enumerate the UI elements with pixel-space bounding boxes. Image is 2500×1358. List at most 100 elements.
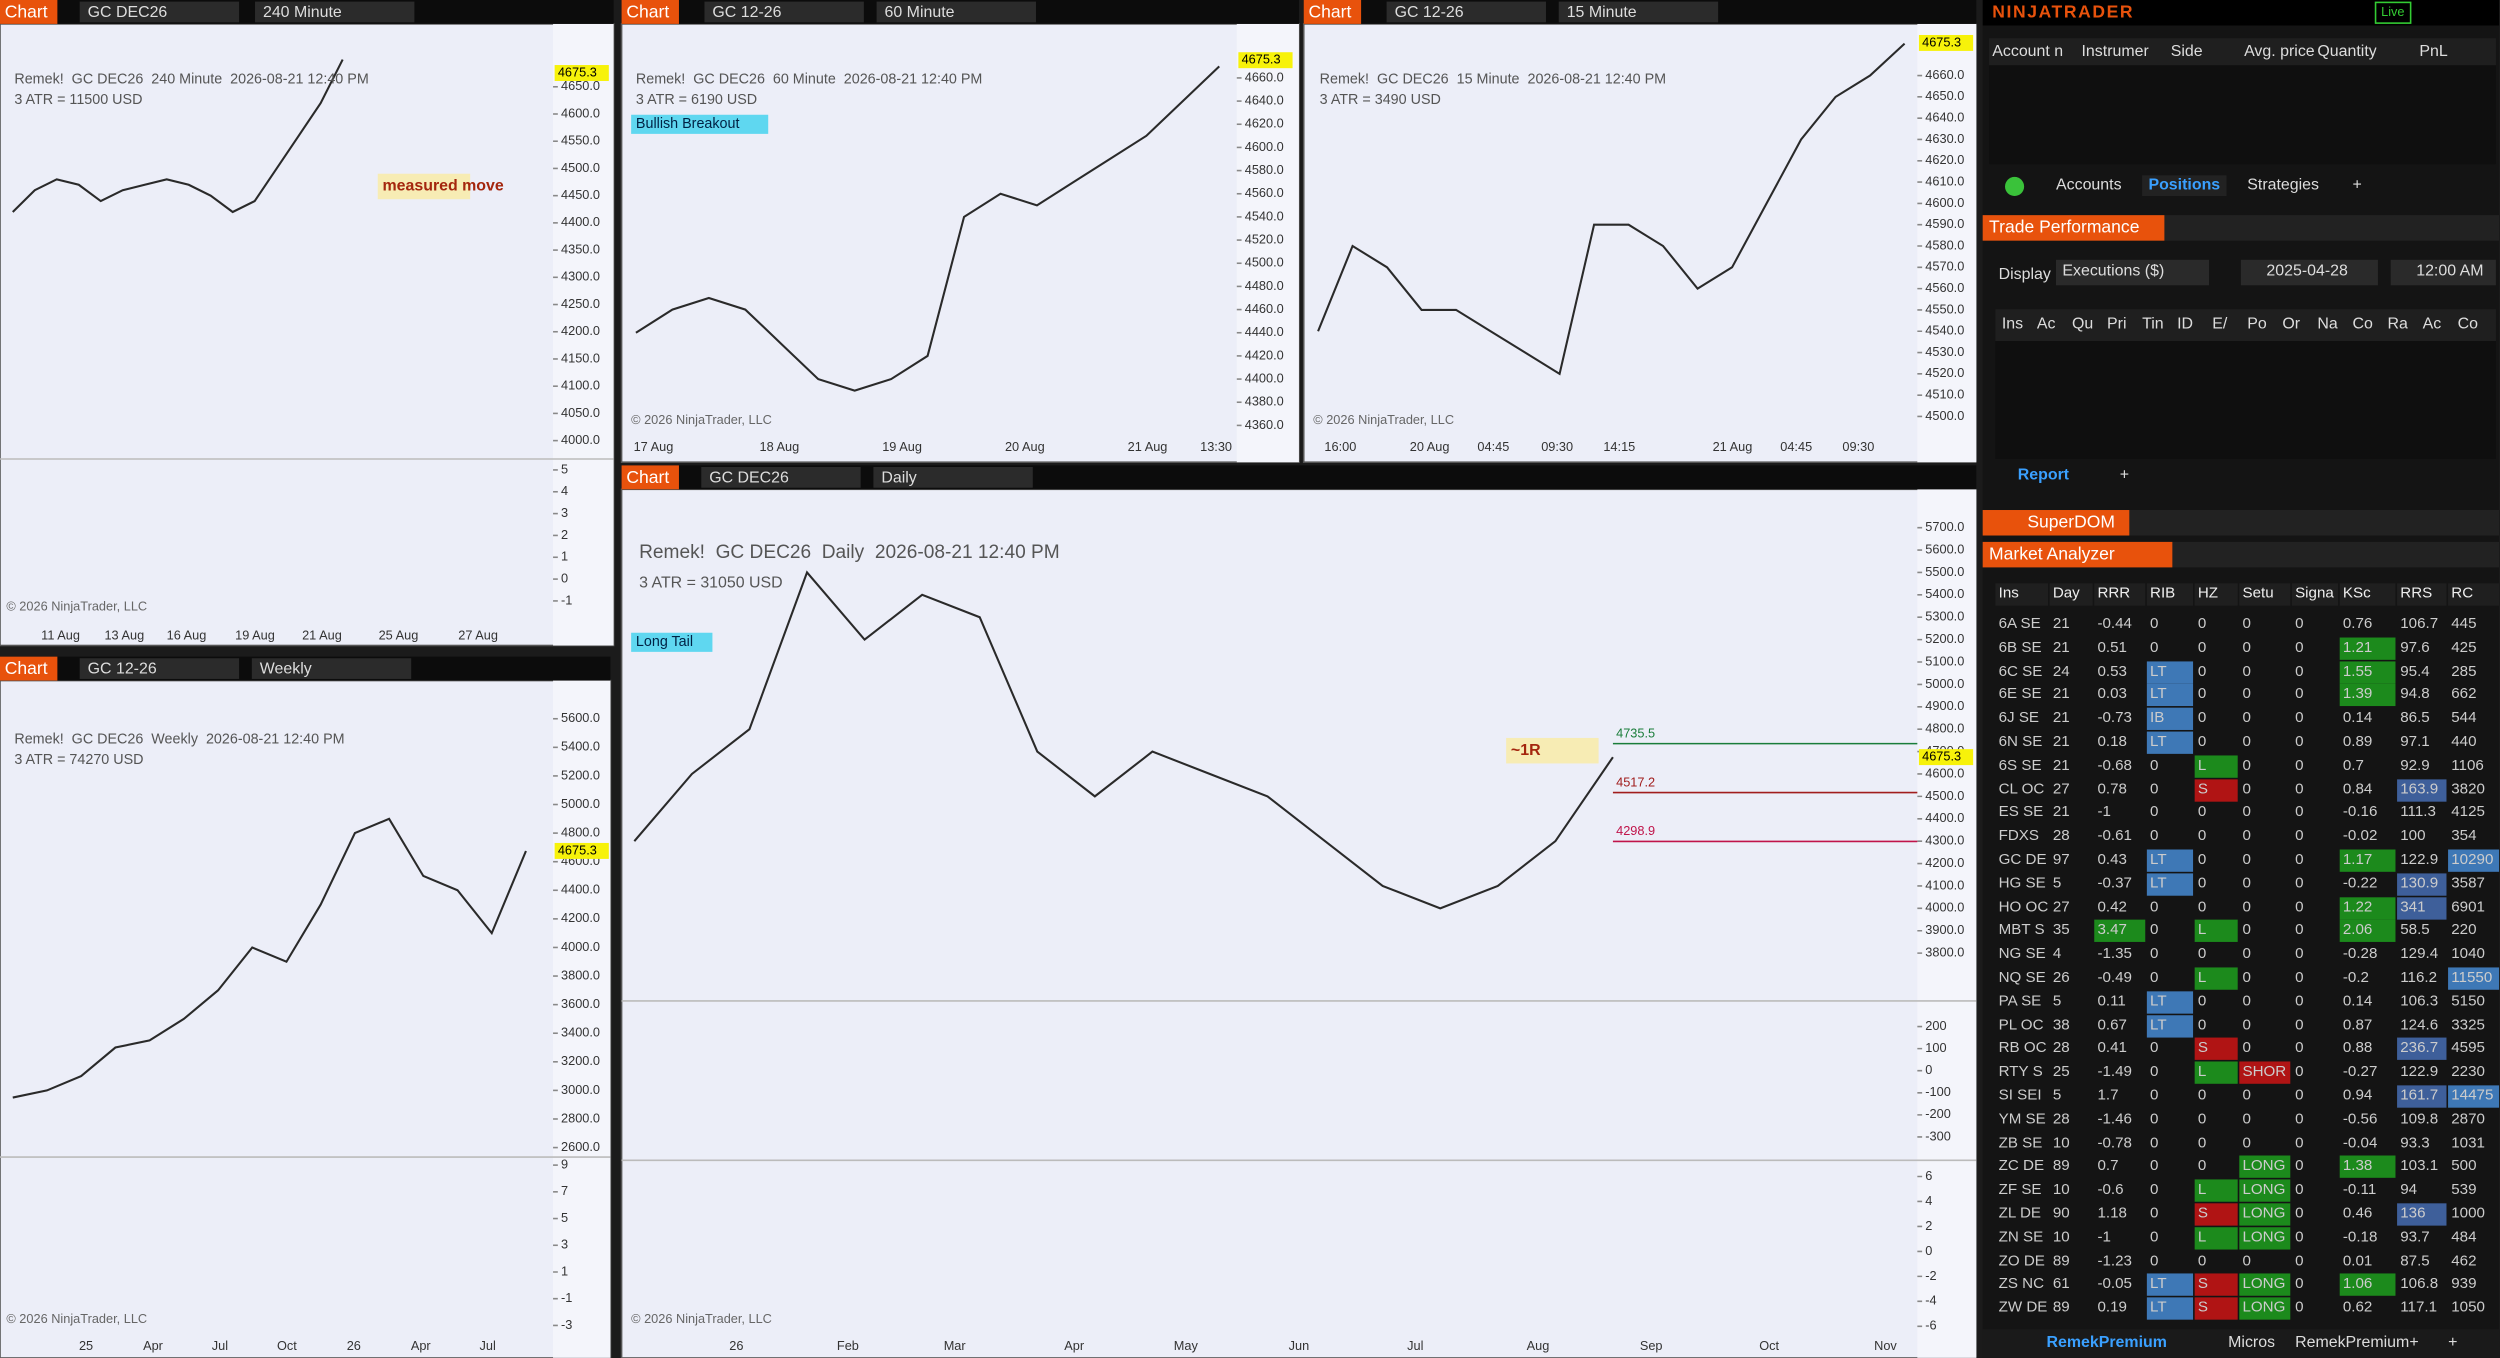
- y-tick-label: 5: [561, 461, 568, 476]
- tab[interactable]: +: [2352, 176, 2362, 195]
- tab[interactable]: Micros: [2228, 1334, 2276, 1352]
- table-cell: 0: [2150, 803, 2159, 822]
- interval: 15 Minute: [1567, 4, 1637, 21]
- column-header: Avg. price: [2244, 43, 2315, 61]
- table-cell: RB OC: [1998, 1039, 2047, 1058]
- table-cell: -0.56: [2342, 1110, 2378, 1129]
- tab[interactable]: Report: [2017, 466, 2070, 485]
- table-cell: L: [2194, 1179, 2238, 1203]
- tab[interactable]: Positions: [2142, 175, 2227, 197]
- table-cell: 2230: [2451, 1063, 2485, 1081]
- table-cell: 6901: [2451, 898, 2485, 916]
- table-cell: 130.9: [2397, 873, 2447, 896]
- live-badge[interactable]: Live: [2374, 1, 2411, 24]
- instrument-dropdown[interactable]: [1386, 1, 1546, 23]
- x-tick-label: 13:30: [1200, 439, 1232, 454]
- y-tick-label: 3200.0: [561, 1053, 600, 1068]
- table-cell: 1.39: [2339, 684, 2396, 707]
- table-cell: -0.44: [2097, 615, 2132, 633]
- table-cell: NG SE: [1998, 945, 2046, 963]
- atr: 3 ATR = 6190 USD: [636, 92, 757, 108]
- tab[interactable]: RemekPremium+: [2295, 1334, 2419, 1352]
- instrument-dropdown[interactable]: [701, 466, 861, 488]
- column-header: Ins: [2001, 315, 2024, 334]
- time-picker[interactable]: 12:00 AM: [2390, 259, 2496, 286]
- date-picker[interactable]: 2025-04-28: [2240, 259, 2378, 286]
- table-cell: HG SE: [1998, 874, 2046, 893]
- table-cell: 27: [2052, 898, 2070, 916]
- table-cell: 0.87: [2342, 1016, 2373, 1034]
- table-cell: 0: [2150, 945, 2159, 963]
- interval-dropdown[interactable]: [255, 1, 415, 23]
- column-header: Ac: [2036, 315, 2056, 334]
- table-cell: 0: [2295, 1275, 2304, 1294]
- table-cell: -0.28: [2342, 945, 2378, 963]
- instrument-dropdown[interactable]: [704, 1, 864, 23]
- table-cell: 1106: [2451, 756, 2484, 775]
- table-cell: -0.73: [2097, 709, 2132, 728]
- interval-dropdown[interactable]: [251, 658, 412, 679]
- chart-tab: [621, 0, 679, 24]
- tab[interactable]: Accounts: [2056, 176, 2122, 195]
- price-line: [633, 570, 1614, 910]
- tab[interactable]: +: [2448, 1334, 2458, 1352]
- table-cell: 61: [2052, 1275, 2070, 1294]
- x-tick-label: Nov: [1874, 1338, 1897, 1353]
- table-cell: L: [2194, 755, 2238, 778]
- table-cell: 1.7: [2097, 1086, 2119, 1105]
- y-tick-label: 4620.0: [1925, 152, 1964, 167]
- table-cell: 0: [2242, 827, 2251, 846]
- y-tick-label: 4650.0: [561, 78, 600, 93]
- y-tick-label: 5: [561, 1210, 568, 1225]
- interval-dropdown[interactable]: [873, 466, 1033, 488]
- table-cell: HO OC: [1998, 898, 2049, 916]
- tab[interactable]: RemekPremium: [2046, 1334, 2167, 1352]
- table-cell: 0.42: [2097, 898, 2127, 916]
- table-cell: 4: [2052, 945, 2062, 963]
- instrument-dropdown[interactable]: [79, 1, 240, 23]
- y-tick-label: 4400.0: [561, 882, 600, 897]
- y-tick-label: 4550.0: [561, 133, 600, 148]
- y-tick-label: 4610.0: [1925, 173, 1964, 188]
- table-cell: 0: [2150, 921, 2159, 940]
- table-cell: 0: [2197, 992, 2207, 1011]
- table-cell: 0: [2197, 1086, 2207, 1105]
- y-tick-label: 4200.0: [1925, 855, 1964, 870]
- table-cell: 0: [2150, 1063, 2159, 1081]
- table-cell: 129.4: [2400, 945, 2439, 963]
- y-tick-label: 3000.0: [561, 1082, 600, 1097]
- y-tick-label: 4460.0: [1245, 301, 1284, 316]
- copyright: © 2026 NinjaTrader, LLC: [6, 599, 147, 614]
- interval-dropdown[interactable]: [1558, 1, 1719, 23]
- table-cell: 97.1: [2400, 733, 2430, 751]
- tab[interactable]: Strategies: [2247, 176, 2320, 195]
- y-tick-label: 4500.0: [1245, 255, 1284, 270]
- table-cell: 1.55: [2339, 660, 2396, 684]
- y-tick-label: 200: [1925, 1018, 1946, 1033]
- chart-background: [0, 23, 615, 647]
- table-cell: 0: [2242, 733, 2251, 751]
- x-tick-label: 26: [347, 1338, 361, 1353]
- y-tick-label: 4640.0: [1925, 110, 1964, 125]
- y-tick-label: 4560.0: [1925, 280, 1964, 295]
- chart-title: Remek! GC DEC26 240 Minute 2026-08-21 12…: [14, 71, 368, 87]
- x-tick-label: Jul: [1407, 1338, 1423, 1353]
- x-tick-label: 26: [729, 1338, 743, 1353]
- y-tick-label: 2600.0: [561, 1139, 600, 1154]
- table-cell: 0: [2242, 992, 2251, 1011]
- table-cell: 21: [2052, 685, 2070, 704]
- dropdown[interactable]: Executions ($): [2056, 259, 2210, 286]
- table-cell: 3820: [2451, 780, 2485, 798]
- table-cell: 25: [2052, 1063, 2070, 1081]
- table-cell: 10: [2052, 1228, 2070, 1247]
- table-cell: 0: [2197, 733, 2207, 751]
- instrument-dropdown[interactable]: [79, 658, 240, 679]
- table-cell: S: [2194, 1038, 2238, 1061]
- brand: NINJATRADER: [1992, 3, 2135, 23]
- tab[interactable]: +: [2119, 466, 2130, 485]
- table-cell: CL OC: [1998, 780, 2045, 798]
- interval-dropdown[interactable]: [876, 1, 1036, 23]
- table-cell: 0: [2242, 1016, 2251, 1034]
- table-cell: 0: [2295, 780, 2304, 798]
- x-tick-label: 16 Aug: [167, 627, 207, 642]
